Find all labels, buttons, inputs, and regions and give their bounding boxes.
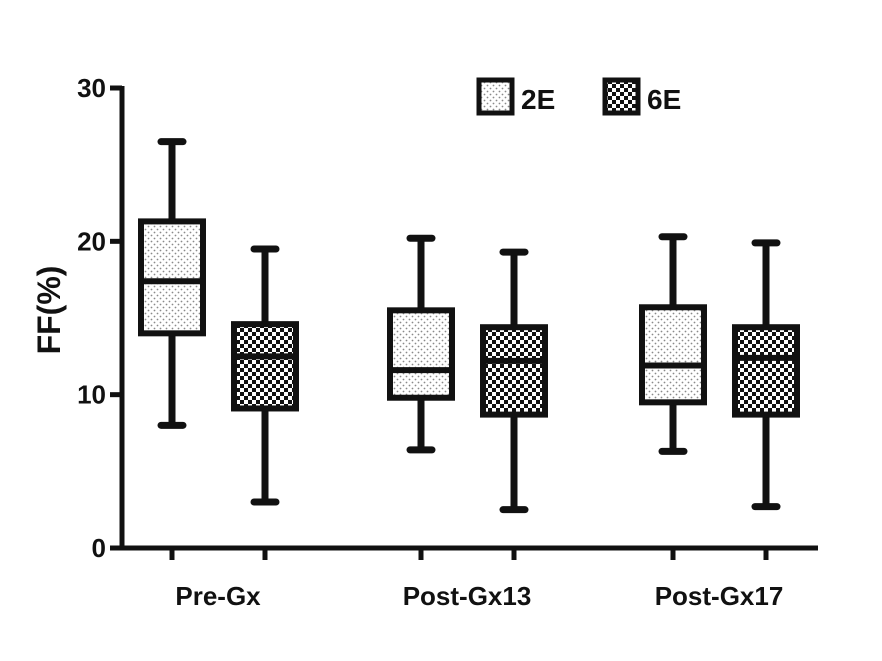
box-iqr [480, 324, 548, 418]
x-category-label: Post-Gx13 [403, 581, 532, 611]
x-category-label: Post-Gx17 [655, 581, 784, 611]
legend-label-6e: 6E [647, 84, 681, 115]
y-tick-label: 10 [77, 380, 106, 410]
box-2e-post-gx17 [639, 233, 707, 455]
box-6e-post-gx13 [480, 248, 548, 514]
box-iqr [138, 218, 206, 337]
legend-label-2e: 2E [521, 84, 555, 115]
box-iqr [387, 307, 455, 401]
box-2e-pre-gx [138, 138, 206, 429]
y-axis-title: FF(%) [31, 266, 67, 355]
box-6e-post-gx17 [732, 239, 800, 511]
y-tick-label: 0 [92, 533, 106, 563]
box-2e-post-gx13 [387, 234, 455, 454]
y-tick-label: 30 [77, 73, 106, 103]
box-iqr [639, 304, 707, 406]
x-category-label: Pre-Gx [175, 581, 261, 611]
axis-labels: 0 10 20 30 Pre-Gx Post-Gx13 Post-Gx17 [77, 73, 783, 611]
legend-swatch-6e [602, 77, 641, 116]
box-iqr [231, 321, 299, 412]
box-iqr [732, 324, 800, 418]
legend: 2E 6E [476, 77, 681, 116]
legend-swatch-2e [476, 77, 515, 116]
y-tick-label: 20 [77, 226, 106, 256]
box-6e-pre-gx [231, 245, 299, 506]
box-series-group [138, 138, 800, 514]
axes [110, 85, 818, 560]
